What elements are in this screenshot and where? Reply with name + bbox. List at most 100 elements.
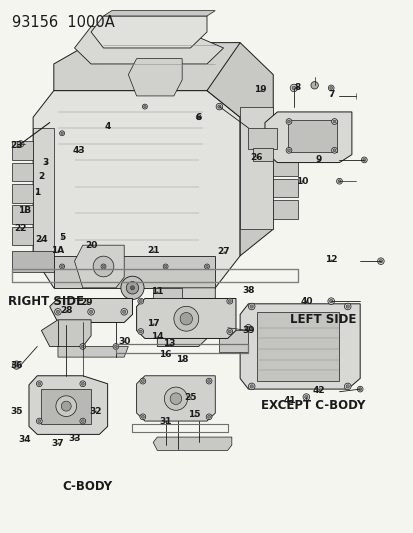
Polygon shape [264, 112, 351, 163]
Circle shape [17, 141, 24, 147]
Circle shape [170, 393, 181, 405]
Text: 32: 32 [89, 407, 101, 416]
Text: 1: 1 [34, 189, 40, 197]
Polygon shape [33, 91, 240, 288]
Circle shape [249, 385, 253, 388]
Polygon shape [273, 179, 297, 197]
Polygon shape [153, 437, 231, 450]
Polygon shape [128, 59, 182, 96]
Circle shape [138, 329, 143, 334]
Circle shape [81, 419, 84, 423]
Circle shape [207, 379, 210, 383]
Text: 35: 35 [10, 407, 23, 416]
Text: 21: 21 [147, 246, 159, 255]
Text: 24: 24 [35, 236, 47, 244]
Circle shape [139, 330, 142, 333]
Circle shape [126, 281, 138, 294]
Text: 93156  1000A: 93156 1000A [12, 15, 115, 30]
Polygon shape [273, 136, 297, 155]
Text: 43: 43 [72, 146, 85, 155]
Circle shape [302, 394, 309, 400]
Text: 16: 16 [159, 350, 171, 359]
Text: 8: 8 [294, 83, 301, 92]
Circle shape [228, 330, 231, 333]
Text: 37: 37 [52, 439, 64, 448]
Polygon shape [50, 298, 132, 322]
Circle shape [358, 387, 361, 391]
Circle shape [244, 325, 251, 331]
Circle shape [361, 157, 366, 163]
Circle shape [204, 301, 209, 306]
Circle shape [356, 386, 362, 392]
Text: 7: 7 [327, 91, 334, 99]
Circle shape [331, 119, 337, 124]
Polygon shape [54, 43, 240, 91]
Polygon shape [273, 158, 297, 176]
Circle shape [378, 260, 382, 263]
Circle shape [331, 148, 337, 153]
Text: 2: 2 [38, 173, 45, 181]
Circle shape [140, 378, 145, 384]
Polygon shape [29, 376, 107, 434]
Circle shape [377, 258, 383, 264]
Circle shape [114, 345, 117, 348]
Circle shape [163, 264, 168, 269]
Polygon shape [136, 376, 215, 421]
Text: 42: 42 [312, 386, 324, 394]
Circle shape [80, 381, 85, 386]
Circle shape [336, 179, 342, 184]
Circle shape [121, 309, 127, 315]
Circle shape [121, 276, 144, 300]
Circle shape [55, 309, 61, 315]
Circle shape [12, 361, 21, 369]
Circle shape [329, 86, 332, 90]
Circle shape [80, 344, 85, 349]
Text: 5: 5 [59, 233, 65, 241]
Polygon shape [12, 205, 33, 224]
Circle shape [130, 286, 134, 290]
Circle shape [216, 103, 222, 110]
Polygon shape [58, 346, 128, 357]
Text: C-BODY: C-BODY [62, 480, 112, 492]
Text: EXCEPT C-BODY: EXCEPT C-BODY [260, 399, 364, 411]
Text: 34: 34 [19, 435, 31, 444]
Text: 18: 18 [176, 356, 188, 364]
Text: 30: 30 [118, 337, 130, 345]
Circle shape [56, 310, 59, 313]
Circle shape [285, 148, 291, 153]
Circle shape [141, 379, 144, 383]
Polygon shape [273, 200, 297, 219]
Circle shape [81, 345, 84, 348]
Circle shape [332, 120, 335, 123]
Circle shape [36, 381, 42, 386]
Polygon shape [74, 27, 223, 64]
Text: 4: 4 [104, 123, 111, 131]
Text: 9: 9 [315, 156, 321, 164]
Circle shape [36, 418, 42, 424]
Bar [41, 389, 91, 424]
Text: 17: 17 [147, 319, 159, 328]
Circle shape [142, 104, 147, 109]
Circle shape [248, 303, 254, 310]
Circle shape [205, 265, 208, 268]
Circle shape [143, 106, 146, 108]
Polygon shape [12, 227, 33, 245]
Text: 6: 6 [195, 113, 202, 122]
Text: 23: 23 [10, 141, 23, 150]
Polygon shape [91, 16, 206, 48]
Circle shape [344, 383, 350, 390]
Text: 28: 28 [60, 306, 72, 315]
Text: 38: 38 [242, 286, 254, 295]
Circle shape [285, 119, 291, 124]
Circle shape [291, 86, 295, 90]
Circle shape [139, 300, 142, 303]
Text: 15: 15 [188, 410, 200, 419]
Circle shape [327, 298, 334, 304]
Circle shape [345, 385, 349, 388]
Text: 26: 26 [250, 153, 262, 161]
Polygon shape [240, 304, 359, 389]
Text: 33: 33 [68, 434, 81, 442]
Circle shape [164, 329, 166, 332]
Polygon shape [12, 163, 33, 181]
Text: 27: 27 [217, 247, 229, 256]
